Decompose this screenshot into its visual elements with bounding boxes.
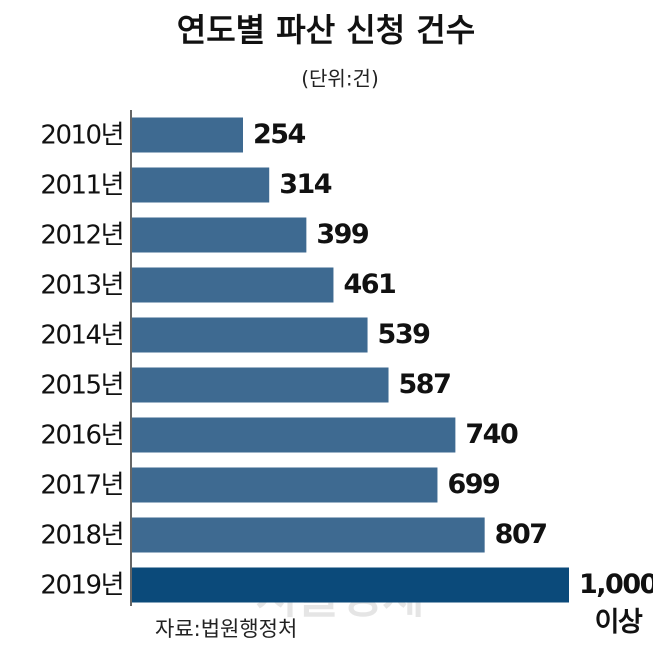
bar (132, 167, 270, 203)
bar (132, 117, 243, 153)
value-label: 254 (252, 119, 306, 150)
subtitle: (단위:건) (301, 67, 379, 91)
value-label: 1,000 이상 (579, 569, 653, 638)
bar (132, 217, 307, 253)
bar (132, 517, 485, 553)
y-tick-label: 2013년 (40, 271, 123, 301)
bar (132, 267, 334, 303)
value-label: 399 (316, 219, 369, 250)
value-label: 539 (377, 319, 431, 350)
bar (132, 567, 569, 603)
y-tick-label: 2017년 (40, 471, 123, 501)
y-tick-label: 2016년 (40, 421, 123, 451)
bar (132, 467, 438, 503)
bar (132, 417, 456, 453)
value-label: 807 (494, 519, 548, 550)
value-label: 740 (465, 419, 518, 450)
y-tick-label: 2014년 (40, 321, 123, 351)
y-tick-label: 2011년 (40, 171, 123, 201)
value-label: 699 (447, 469, 500, 500)
value-label: 461 (343, 269, 396, 300)
y-tick-label: 2010년 (40, 121, 123, 151)
y-tick-label: 2018년 (40, 521, 123, 551)
y-tick-label: 2019년 (40, 571, 123, 601)
value-label: 314 (279, 169, 332, 200)
value-label: 587 (398, 369, 452, 400)
chart-title: 연도별 파산 신청 건수 (177, 11, 475, 49)
y-tick-label: 2012년 (40, 221, 123, 251)
y-tick-label: 2015년 (40, 371, 123, 401)
source: 자료:법원행정처 (155, 617, 297, 641)
bar (132, 367, 389, 403)
bar (132, 317, 368, 353)
